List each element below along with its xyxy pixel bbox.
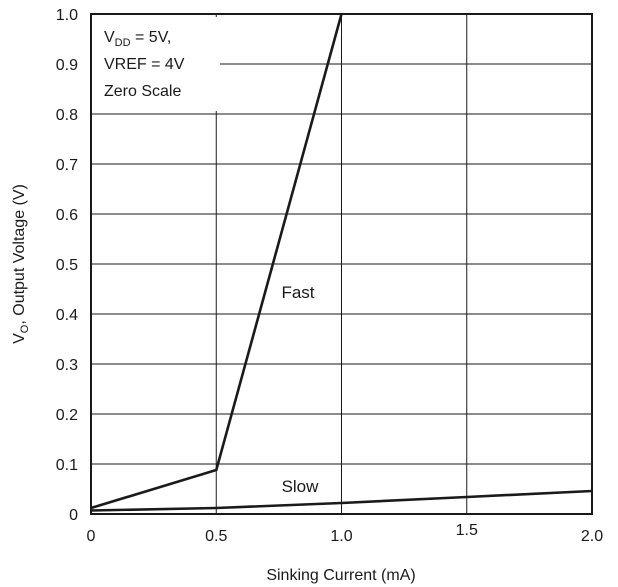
x-tick-label-4: 2.0 [581, 528, 603, 545]
y-tick-label-5: 0.5 [56, 257, 78, 274]
y-tick-label-9: 0.9 [56, 57, 78, 74]
y-tick-label-6: 0.6 [56, 207, 78, 224]
y-tick-label-10: 1.0 [56, 7, 78, 24]
series-label-fast: Fast [281, 283, 314, 302]
annotation-vdd-value: = 5V, [131, 29, 172, 46]
y-tick-label-1: 0.1 [56, 457, 78, 474]
x-tick-label-1: 0.5 [205, 528, 227, 545]
annotation-line-vref: VREF = 4V [104, 56, 185, 73]
series-label-slow: Slow [282, 477, 320, 496]
annotation-vdd-symbol: V [104, 29, 115, 46]
x-tick-label-0: 0 [87, 528, 96, 545]
y-tick-label-7: 0.7 [56, 157, 78, 174]
x-axis-title: Sinking Current (mA) [266, 567, 415, 584]
y-tick-label-0: 0 [69, 507, 78, 524]
y-tick-label-4: 0.4 [56, 307, 78, 324]
x-tick-label-2: 1.0 [330, 528, 352, 545]
y-axis-title-rest: , Output Voltage (V) [11, 184, 28, 325]
y-axis-title-symbol: V [11, 333, 28, 344]
y-axis-title: VO, Output Voltage (V) [11, 184, 31, 344]
y-tick-label-3: 0.3 [56, 357, 78, 374]
y-tick-label-8: 0.8 [56, 107, 78, 124]
x-tick-label-3: 1.5 [456, 522, 478, 539]
annotation-vdd-subscript: DD [115, 37, 131, 49]
annotation-line-zero-scale: Zero Scale [104, 83, 181, 100]
annotation-box: VDD = 5V, VREF = 4V Zero Scale [92, 17, 220, 111]
y-tick-label-2: 0.2 [56, 407, 78, 424]
